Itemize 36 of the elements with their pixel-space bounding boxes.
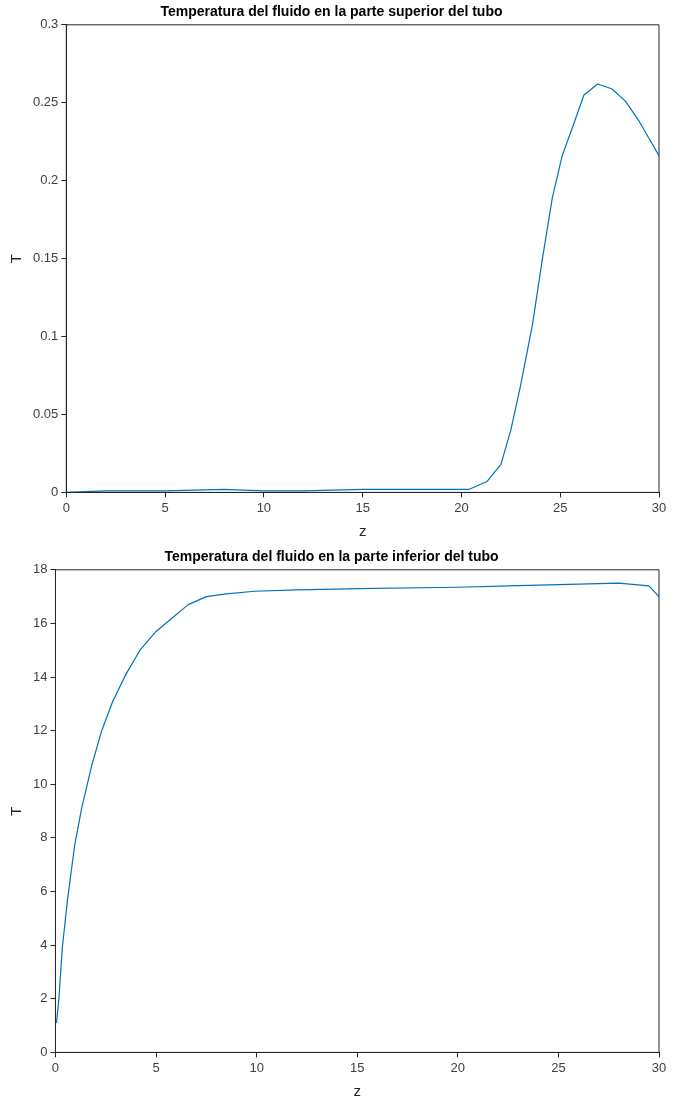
y-tick-label: 0.05 (32, 406, 59, 422)
y-tick-label: 0.1 (40, 328, 59, 344)
x-tick-label: 10 (249, 1059, 264, 1075)
x-tick-label: 0 (62, 499, 70, 515)
chart-title: Temperatura del fluido en la parte inferior del tubo (164, 548, 499, 565)
x-tick-label: 10 (256, 499, 272, 515)
x-axis-title: z (353, 1082, 361, 1100)
chart-title: Temperatura del fluido en la parte superior del tubo (160, 3, 503, 20)
y-tick-label: 12 (32, 722, 48, 738)
x-tick-label: 15 (355, 499, 370, 515)
y-tick-label: 16 (32, 615, 48, 630)
y-tick-label: 8 (40, 829, 48, 845)
x-tick-label: 30 (651, 499, 667, 515)
x-axis-title: z (358, 522, 367, 540)
y-tick-label: 0.15 (32, 250, 59, 266)
y-tick-label: 0 (40, 1043, 48, 1059)
y-tick-label: 0.2 (40, 172, 59, 188)
x-tick-label: 20 (454, 499, 469, 515)
y-tick-label: 14 (32, 668, 48, 684)
x-tick-label: 30 (651, 1059, 667, 1075)
y-tick-label: 0.3 (40, 16, 59, 32)
y-axis-title: T (7, 806, 25, 816)
x-tick-label: 5 (161, 499, 169, 515)
y-tick-label: 0.25 (32, 94, 59, 110)
y-tick-label: 10 (32, 775, 48, 791)
y-tick-label: 0 (51, 483, 59, 499)
x-tick-label: 25 (551, 1059, 566, 1075)
x-tick-label: 20 (450, 1059, 466, 1075)
y-tick-label: 2 (40, 990, 48, 1006)
x-tick-label: 15 (350, 1059, 365, 1075)
y-tick-label: 4 (40, 936, 48, 952)
x-tick-label: 5 (152, 1059, 160, 1075)
y-tick-label: 18 (32, 561, 48, 577)
x-tick-label: 25 (552, 499, 568, 515)
y-axis-title: T (7, 254, 25, 264)
y-tick-label: 6 (40, 883, 48, 899)
